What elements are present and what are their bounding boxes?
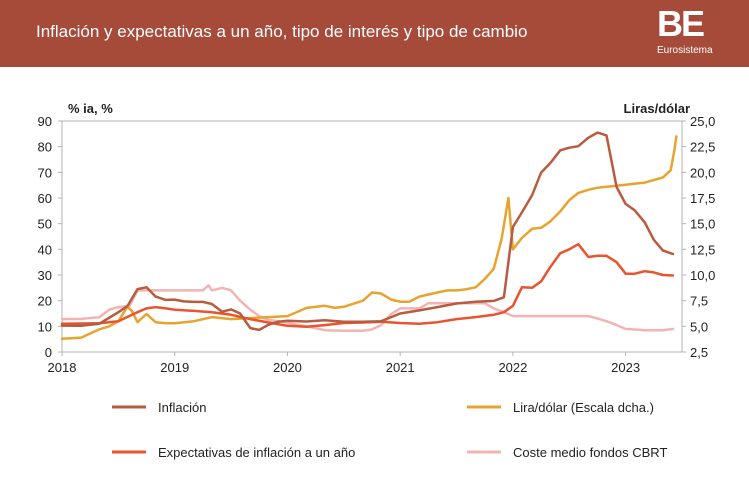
series-lines (60, 131, 678, 340)
right-tick-label: 2,5 (690, 345, 708, 360)
left-tick-label: 90 (38, 114, 52, 129)
banco-espana-logo: BE Eurosistema (657, 6, 727, 62)
right-axis-unit: Liras/dólar (624, 101, 690, 116)
left-tick-label: 30 (38, 268, 52, 283)
legend: Inflación Lira/dólar (Escala dcha.) Expe… (112, 400, 667, 460)
legend-label-inflacion: Inflación (158, 400, 206, 415)
left-axis-ticks: 0 10 20 30 40 50 60 70 80 90 (38, 114, 62, 360)
right-tick-label: 25,0 (690, 114, 715, 129)
right-tick-label: 22,5 (690, 140, 715, 155)
right-tick-label: 10,0 (690, 268, 715, 283)
right-tick-label: 15,0 (690, 217, 715, 232)
right-tick-label: 12,5 (690, 242, 715, 257)
series-line-coste-medio-fondos-cbrt (60, 284, 675, 332)
series-line-expectativas-de-inflaci-n-a-un-a-o (60, 242, 675, 329)
legend-label-lira: Lira/dólar (Escala dcha.) (513, 400, 654, 415)
header-banner: Inflación y expectativas a un año, tipo … (0, 0, 749, 67)
legend-label-expectativas: Expectativas de inflación a un año (158, 445, 355, 460)
left-tick-label: 40 (38, 242, 52, 257)
right-axis-ticks: 2,5 5,0 7,5 10,0 12,5 15,0 17,5 20,0 22,5 25,0 (682, 114, 715, 360)
x-tick-label: 2022 (498, 360, 527, 375)
chart-title: Inflación y expectativas a un año, tipo … (36, 22, 528, 41)
right-tick-label: 20,0 (690, 165, 715, 180)
right-tick-label: 5,0 (690, 319, 708, 334)
line-chart: % ia, % Liras/dólar 0102030405060708090 … (38, 101, 716, 460)
left-tick-label: 70 (38, 165, 52, 180)
left-tick-label: 0 (45, 345, 52, 360)
plot-frame (61, 120, 683, 353)
logo-subtitle: Eurosistema (657, 45, 713, 56)
x-tick-label: 2020 (273, 360, 302, 375)
left-tick-label: 80 (38, 140, 52, 155)
x-tick-label: 2018 (48, 360, 77, 375)
left-tick-label: 20 (38, 294, 52, 309)
left-axis-unit: % ia, % (68, 101, 113, 116)
right-tick-label: 7,5 (690, 294, 708, 309)
x-tick-label: 2023 (611, 360, 640, 375)
legend-label-coste: Coste medio fondos CBRT (513, 445, 667, 460)
right-tick-label: 17,5 (690, 191, 715, 206)
left-tick-label: 60 (38, 191, 52, 206)
series-line-inflaci-n (60, 131, 675, 332)
series-line-lira-d-lar-escala-dcha (60, 135, 678, 340)
x-tick-label: 2019 (160, 360, 189, 375)
logo-mark: BE (657, 3, 705, 44)
left-tick-label: 10 (38, 319, 52, 334)
left-tick-label: 50 (38, 217, 52, 232)
x-axis-ticks: 2018 2019 2020 2021 2022 2023 (48, 352, 640, 375)
x-tick-label: 2021 (386, 360, 415, 375)
